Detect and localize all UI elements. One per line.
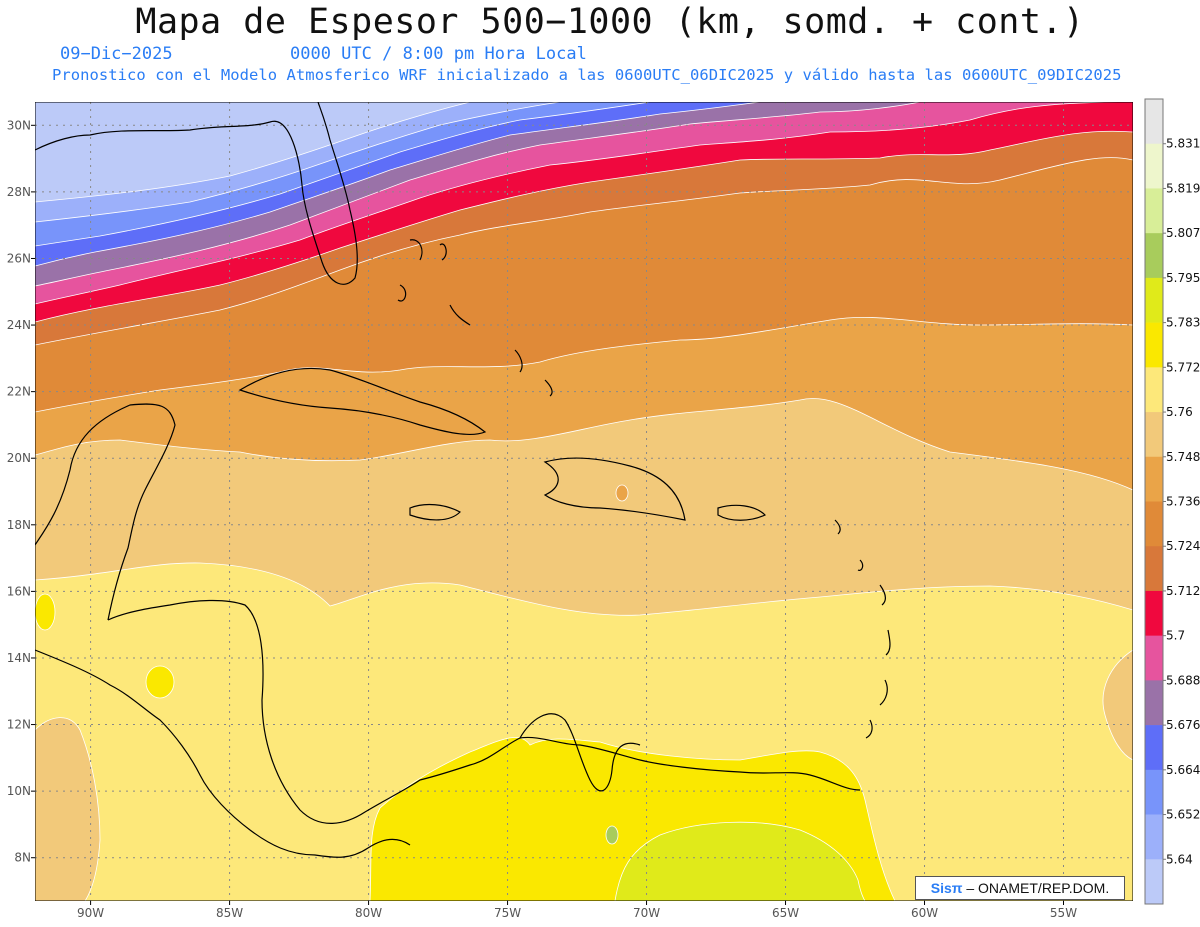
colorbar-label: 5.772 bbox=[1166, 360, 1200, 374]
colorbar-segment bbox=[1145, 590, 1163, 636]
colorbar-segment bbox=[1145, 680, 1163, 726]
coastlines bbox=[35, 102, 891, 858]
lat-tick-label: 26N bbox=[7, 251, 31, 265]
lon-tick-label: 75W bbox=[494, 906, 521, 920]
colorbar-segment bbox=[1145, 277, 1163, 323]
central-america-caribbean-coast bbox=[107, 599, 861, 824]
lat-tick-label: 18N bbox=[7, 518, 31, 532]
colorbar-label: 5.712 bbox=[1166, 584, 1200, 598]
colorbar: 5.831 5.819 5.807 5.795 5.783 5.772 5.76 5.748 5… bbox=[1144, 98, 1200, 905]
sispi-logo: Sisπ bbox=[930, 880, 963, 896]
colorbar-segment bbox=[1145, 456, 1163, 502]
colorbar-segment bbox=[1145, 99, 1163, 145]
colorbar-label: 5.807 bbox=[1166, 226, 1200, 240]
pacific-coast bbox=[35, 649, 411, 858]
colorbar-segment bbox=[1145, 769, 1163, 815]
yucatan-coast bbox=[35, 403, 176, 621]
colorbar-label: 5.795 bbox=[1166, 271, 1200, 285]
coordinate-grid bbox=[35, 102, 1133, 901]
forecast-time: 0000 UTC / 8:00 pm Hora Local bbox=[290, 44, 587, 64]
colorbar-segment bbox=[1145, 814, 1163, 860]
colorbar-label: 5.831 bbox=[1166, 137, 1200, 151]
thickness-band-5783 bbox=[614, 821, 866, 901]
lat-tick-label: 12N bbox=[7, 718, 31, 732]
colorbar-label: 5.676 bbox=[1166, 718, 1200, 732]
lat-tick-label: 16N bbox=[7, 584, 31, 598]
lon-tick-label: 85W bbox=[216, 906, 243, 920]
lat-tick-label: 28N bbox=[7, 185, 31, 199]
thickness-cell-5736-hisp bbox=[615, 484, 629, 502]
cuba-coast bbox=[238, 367, 487, 436]
colorbar-segment bbox=[1145, 143, 1163, 189]
colorbar-label: 5.76 bbox=[1166, 405, 1193, 419]
puerto-rico-coast bbox=[717, 504, 767, 521]
forecast-date: 09−Dic−2025 bbox=[60, 44, 173, 64]
jamaica-coast bbox=[409, 503, 461, 521]
colorbar-segment bbox=[1145, 188, 1163, 234]
bahamas-islands bbox=[397, 239, 553, 397]
credit-box: Sisπ – ONAMET/REP.DOM. bbox=[915, 876, 1125, 900]
thickness-cell-5772-nica bbox=[145, 665, 175, 699]
us-gulf-coast bbox=[35, 102, 358, 285]
lat-tick-label: 24N bbox=[7, 318, 31, 332]
lat-tick-label: 14N bbox=[7, 651, 31, 665]
lat-tick-label: 30N bbox=[7, 118, 31, 132]
thickness-band-below-5640 bbox=[35, 102, 471, 203]
colorbar-label: 5.7 bbox=[1166, 629, 1185, 643]
colorbar-segment bbox=[1145, 412, 1163, 458]
lon-tick-label: 80W bbox=[355, 906, 382, 920]
longitude-labels: 90W 85W 80W 75W 70W 65W 60W 55W bbox=[77, 901, 1077, 920]
map-title: Mapa de Espesor 500−1000 (km, somd. + co… bbox=[135, 2, 1085, 42]
colorbar-segment bbox=[1145, 367, 1163, 413]
colorbar-segment bbox=[1145, 501, 1163, 547]
colorbar-label: 5.724 bbox=[1166, 539, 1200, 553]
colorbar-label: 5.652 bbox=[1166, 808, 1200, 822]
colorbar-label: 5.819 bbox=[1166, 181, 1200, 195]
lon-tick-label: 70W bbox=[633, 906, 660, 920]
colorbar-segment bbox=[1145, 233, 1163, 279]
latitude-labels: 30N 28N 26N 24N 22N 20N 18N 16N 14N 12N 10N 8N bbox=[7, 118, 35, 865]
thickness-band-5748-south bbox=[35, 717, 101, 901]
lon-tick-label: 90W bbox=[77, 906, 104, 920]
colorbar-segment bbox=[1145, 546, 1163, 592]
credit-text: – ONAMET/REP.DOM. bbox=[966, 880, 1110, 896]
colorbar-segment bbox=[1145, 635, 1163, 681]
colorbar-segment bbox=[1145, 322, 1163, 368]
lat-tick-label: 20N bbox=[7, 451, 31, 465]
lat-tick-label: 22N bbox=[7, 385, 31, 399]
thickness-cell-5772 bbox=[35, 593, 56, 631]
colorbar-label: 5.688 bbox=[1166, 673, 1200, 687]
hispaniola-coast bbox=[543, 457, 686, 521]
lat-tick-label: 10N bbox=[7, 784, 31, 798]
colorbar-label: 5.64 bbox=[1166, 852, 1193, 866]
thickness-band-5748-east bbox=[1102, 649, 1133, 761]
colorbar-label: 5.783 bbox=[1166, 316, 1200, 330]
colorbar-segment bbox=[1145, 859, 1163, 905]
lon-tick-label: 60W bbox=[911, 906, 938, 920]
lat-tick-label: 8N bbox=[14, 851, 31, 865]
lon-tick-label: 65W bbox=[772, 906, 799, 920]
colorbar-label: 5.736 bbox=[1166, 495, 1200, 509]
model-run-info: Pronostico con el Modelo Atmosferico WRF… bbox=[52, 66, 1122, 84]
lesser-antilles bbox=[834, 519, 891, 739]
south-america-north-coast bbox=[519, 713, 641, 792]
colorbar-segment bbox=[1145, 725, 1163, 771]
thickness-cell-5795 bbox=[605, 825, 619, 845]
colorbar-label: 5.748 bbox=[1166, 450, 1200, 464]
lon-tick-label: 55W bbox=[1050, 906, 1077, 920]
colorbar-label: 5.664 bbox=[1166, 763, 1200, 777]
